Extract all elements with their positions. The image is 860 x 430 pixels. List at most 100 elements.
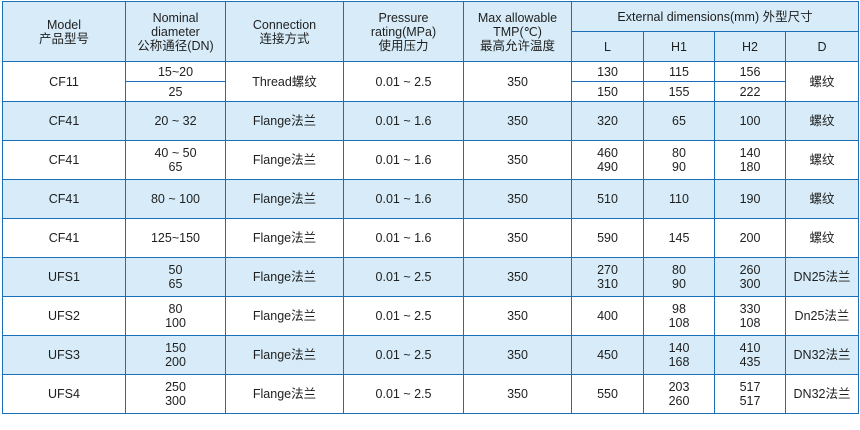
h2-cell: 330 108 (714, 296, 786, 336)
header-h2: H2 (714, 31, 786, 62)
table-row: 25 150 155 222 (3, 81, 859, 102)
header-nominal-diameter: Nominal diameter 公称通径(DN) (125, 1, 226, 62)
l-cell: 130 (571, 61, 644, 82)
dn-cell: 25 (125, 81, 226, 102)
dn-cell: 80 ~ 100 (125, 179, 226, 219)
h2-cell: 410 435 (714, 335, 786, 375)
h2-cell: 100 (714, 101, 786, 141)
h1-cell: 155 (643, 81, 715, 102)
h2-cell: 190 (714, 179, 786, 219)
h2-cell: 260 300 (714, 257, 786, 297)
h1-cell: 80 90 (643, 140, 715, 180)
h1-cell: 98 108 (643, 296, 715, 336)
tmp-cell: 350 (463, 296, 572, 336)
h2-cell: 200 (714, 218, 786, 258)
d-cell: 螺纹 (785, 179, 859, 219)
l-cell: 460 490 (571, 140, 644, 180)
header-pressure: Pressure rating(MPa) 使用压力 (343, 1, 464, 62)
table-row: CF41 125~150 Flange法兰 0.01 ~ 1.6 350 590 145 20… (2, 218, 859, 258)
pressure-cell: 0.01 ~ 2.5 (343, 335, 464, 375)
connection-cell: Flange法兰 (225, 257, 344, 297)
tmp-cell: 350 (463, 101, 572, 141)
tmp-cell: 350 (463, 140, 572, 180)
tmp-cell: 350 (463, 61, 572, 102)
l-cell: 510 (571, 179, 644, 219)
dn-cell: 15~20 (125, 61, 226, 82)
table-row: UFS4 250 300 Flange法兰 0.01 ~ 2.5 350 550 203 260… (2, 374, 859, 414)
l-cell: 270 310 (571, 257, 644, 297)
h2-cell: 222 (714, 81, 786, 102)
d-cell: Dn25法兰 (785, 296, 859, 336)
subheader-row: L H1 H2 D (3, 31, 859, 62)
header-l: L (571, 31, 644, 62)
model-cell: CF41 (2, 140, 126, 180)
tmp-cell: 350 (463, 374, 572, 414)
dn-cell: 150 200 (125, 335, 226, 375)
pressure-cell: 0.01 ~ 2.5 (343, 374, 464, 414)
table-row: UFS3 150 200 Flange法兰 0.01 ~ 2.5 350 450 140 168… (2, 335, 859, 375)
h2-cell: 156 (714, 61, 786, 82)
pressure-cell: 0.01 ~ 1.6 (343, 101, 464, 141)
tmp-cell: 350 (463, 218, 572, 258)
model-cell: CF41 (2, 179, 126, 219)
dn-cell: 125~150 (125, 218, 226, 258)
model-cell: UFS1 (2, 257, 126, 297)
d-cell: 螺纹 (785, 101, 859, 141)
d-cell: 螺纹 (785, 140, 859, 180)
model-cell: UFS2 (2, 296, 126, 336)
h1-cell: 80 90 (643, 257, 715, 297)
table-row: CF41 20 ~ 32 Flange法兰 0.01 ~ 1.6 350 320 65 100… (2, 101, 859, 141)
h1-cell: 115 (643, 61, 715, 82)
d-cell: DN32法兰 (785, 335, 859, 375)
dn-cell: 40 ~ 50 65 (125, 140, 226, 180)
table-row: CF11 15~20 Thread螺纹 0.01 ~ 2.5 350 130 1… (2, 61, 859, 102)
d-cell: 螺纹 (785, 218, 859, 258)
dn-cell: 80 100 (125, 296, 226, 336)
connection-cell: Flange法兰 (225, 140, 344, 180)
h1-cell: 65 (643, 101, 715, 141)
pressure-cell: 0.01 ~ 1.6 (343, 218, 464, 258)
header-model: Model 产品型号 (2, 1, 126, 62)
h2-cell: 517 517 (714, 374, 786, 414)
table-row: CF41 80 ~ 100 Flange法兰 0.01 ~ 1.6 350 510 110 1… (2, 179, 859, 219)
pressure-cell: 0.01 ~ 1.6 (343, 179, 464, 219)
d-cell: 螺纹 (785, 61, 859, 102)
connection-cell: Flange法兰 (225, 179, 344, 219)
dn-cell: 50 65 (125, 257, 226, 297)
table-row: CF41 40 ~ 50 65 Flange法兰 0.01 ~ 1.6 350 460 490… (2, 140, 859, 180)
l-cell: 400 (571, 296, 644, 336)
connection-cell: Thread螺纹 (225, 61, 344, 102)
l-cell: 150 (571, 81, 644, 102)
h1-cell: 145 (643, 218, 715, 258)
header-external-dimensions: External dimensions(mm) 外型尺寸 (571, 1, 859, 32)
l-cell: 450 (571, 335, 644, 375)
h1-cell: 203 260 (643, 374, 715, 414)
h1-cell: 140 168 (643, 335, 715, 375)
l-cell: 320 (571, 101, 644, 141)
l-cell: 550 (571, 374, 644, 414)
pressure-cell: 0.01 ~ 2.5 (343, 296, 464, 336)
model-cell: CF41 (2, 218, 126, 258)
pressure-cell: 0.01 ~ 1.6 (343, 140, 464, 180)
model-cell: UFS4 (2, 374, 126, 414)
h2-cell: 140 180 (714, 140, 786, 180)
header-connection: Connection 连接方式 (225, 1, 344, 62)
table-row: UFS2 80 100 Flange法兰 0.01 ~ 2.5 350 400 98 108 33… (2, 296, 859, 336)
connection-cell: Flange法兰 (225, 101, 344, 141)
tmp-cell: 350 (463, 179, 572, 219)
l-cell: 590 (571, 218, 644, 258)
d-cell: DN32法兰 (785, 374, 859, 414)
connection-cell: Flange法兰 (225, 218, 344, 258)
connection-cell: Flange法兰 (225, 374, 344, 414)
pressure-cell: 0.01 ~ 2.5 (343, 61, 464, 102)
spec-table-container: Model 产品型号 Nominal diameter 公称通径(DN) Con… (2, 1, 859, 414)
tmp-cell: 350 (463, 335, 572, 375)
connection-cell: Flange法兰 (225, 296, 344, 336)
header-d: D (785, 31, 859, 62)
d-cell: DN25法兰 (785, 257, 859, 297)
header-h1: H1 (643, 31, 715, 62)
dn-cell: 250 300 (125, 374, 226, 414)
table-row: UFS1 50 65 Flange法兰 0.01 ~ 2.5 350 270 310 80 90 2… (2, 257, 859, 297)
tmp-cell: 350 (463, 257, 572, 297)
model-cell: UFS3 (2, 335, 126, 375)
